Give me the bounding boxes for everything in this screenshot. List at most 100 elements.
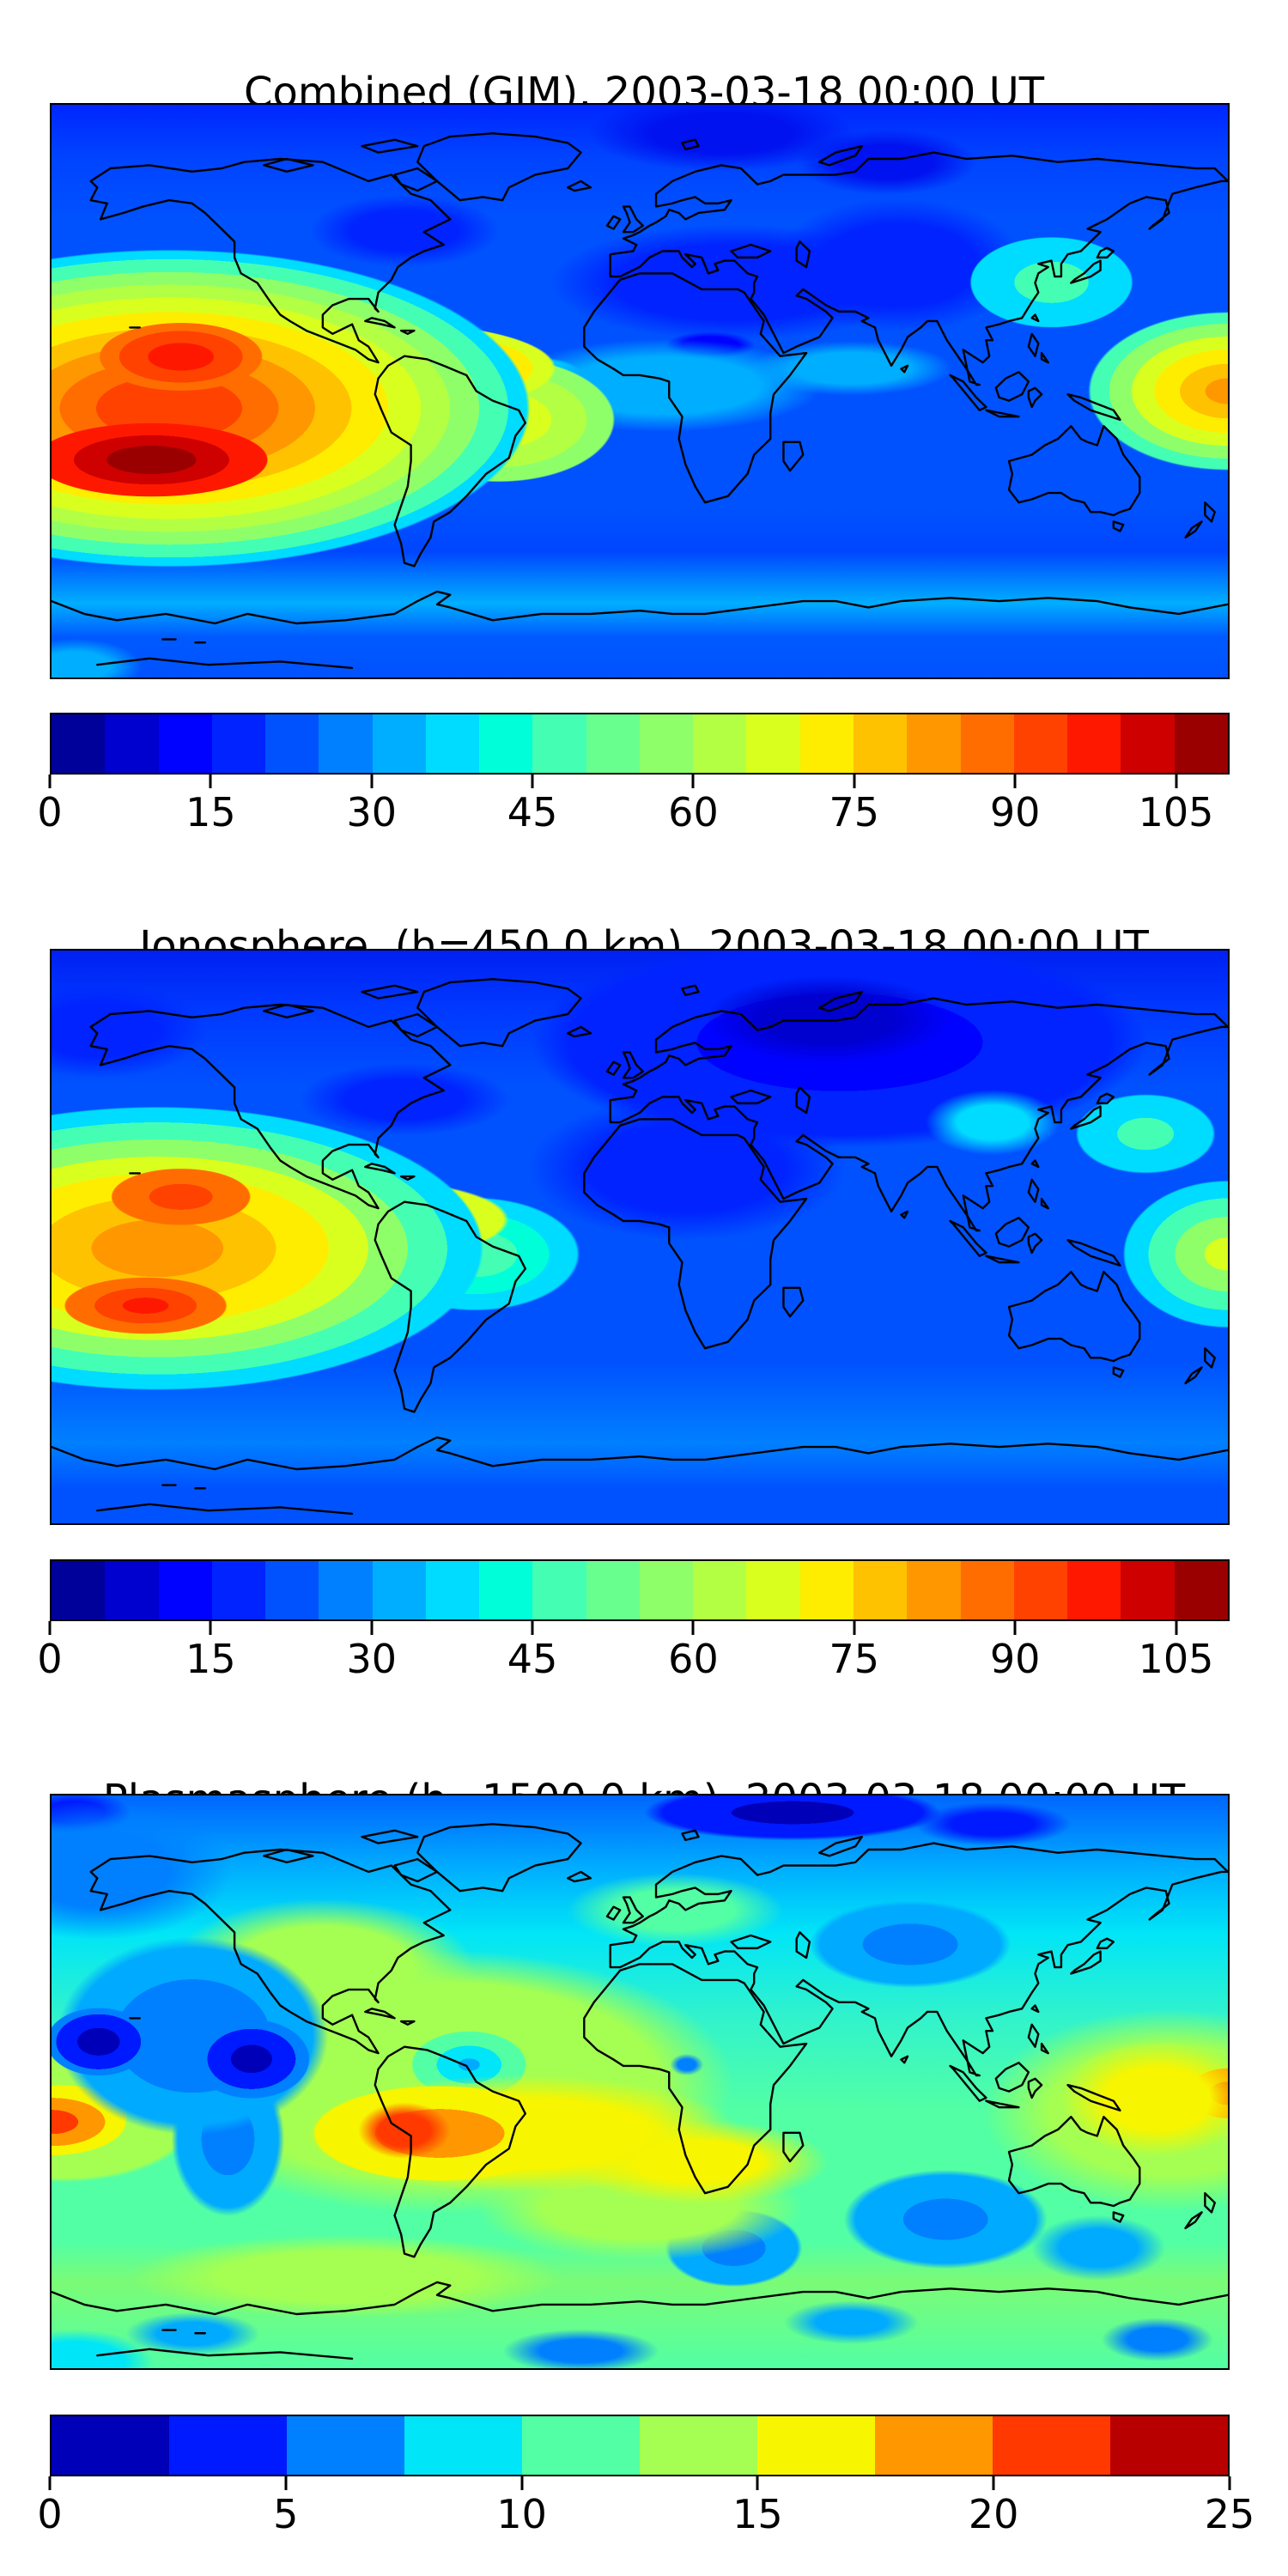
colorbar-segment: [532, 714, 586, 773]
colorbar-tick-label: 105: [1138, 1636, 1214, 1682]
coastlines: [52, 105, 1228, 677]
colorbar-tick-label: 0: [37, 789, 63, 835]
colorbar-tick-mark: [209, 775, 212, 788]
colorbar-segment: [372, 714, 426, 773]
colorbar-plasmasphere: [50, 2415, 1230, 2476]
colorbar-segment: [693, 1561, 747, 1619]
colorbar-segment: [479, 714, 533, 773]
colorbar-segment: [52, 1561, 106, 1619]
colorbar-tick-label: 5: [273, 2491, 299, 2537]
colorbar-tick-mark: [691, 775, 695, 788]
colorbar-segment: [1174, 714, 1228, 773]
colorbar-segment: [1174, 1561, 1228, 1619]
colorbar-tick-label: 20: [968, 2491, 1019, 2537]
colorbar-segment: [853, 1561, 908, 1619]
colorbar-segment: [522, 2416, 640, 2475]
colorbar-segment: [586, 1561, 640, 1619]
colorbar-segment: [158, 1561, 212, 1619]
colorbar-ticks-plasmasphere: 0 5 10 15 20 25: [37, 2476, 1255, 2554]
colorbar-segment: [586, 714, 640, 773]
colorbar-tick-label: 90: [989, 789, 1041, 835]
colorbar-tick-mark: [1228, 2476, 1231, 2490]
colorbar-segment: [52, 714, 106, 773]
colorbar-tick-mark: [1013, 775, 1017, 788]
colorbar-tick-mark: [284, 2476, 288, 2490]
colorbar-segment: [1067, 714, 1121, 773]
colorbar-segment: [372, 1561, 426, 1619]
colorbar-segment: [425, 1561, 480, 1619]
colorbar-segment: [993, 2416, 1110, 2475]
colorbar-segment: [211, 1561, 266, 1619]
colorbar-tick-mark: [48, 1621, 52, 1635]
colorbar-segment: [479, 1561, 533, 1619]
colorbar-segment: [746, 714, 800, 773]
colorbar-segment: [52, 2416, 169, 2475]
colorbar-tick-mark: [531, 1621, 534, 1635]
map-plasmasphere: [50, 1794, 1230, 2370]
map-combined-gim: [50, 103, 1230, 679]
colorbar-segment: [319, 714, 373, 773]
colorbar-segment: [907, 1561, 961, 1619]
colorbar-tick-label: 15: [185, 789, 236, 835]
colorbar-segment: [693, 714, 747, 773]
colorbar-segment: [425, 714, 480, 773]
colorbar-segment: [960, 714, 1014, 773]
colorbar-tick-label: 60: [668, 1636, 719, 1682]
colorbar-segment: [640, 2416, 757, 2475]
colorbar-segment: [105, 1561, 159, 1619]
colorbar-tick-label: 15: [185, 1636, 236, 1682]
colorbar-tick-label: 10: [496, 2491, 547, 2537]
colorbar-segment: [319, 1561, 373, 1619]
colorbar-segment: [639, 1561, 694, 1619]
colorbar-ticks-combined: 0 15 30 45 60 75 90 105: [37, 775, 1230, 852]
colorbar-tick-mark: [48, 2476, 52, 2490]
colorbar-tick-mark: [520, 2476, 524, 2490]
colorbar-tick-label: 45: [507, 1636, 558, 1682]
coastlines: [52, 1795, 1228, 2368]
colorbar-combined: [50, 713, 1230, 775]
colorbar-segment: [1121, 714, 1175, 773]
colorbar-segment: [799, 714, 854, 773]
colorbar-tick-label: 30: [346, 789, 397, 835]
colorbar-segment: [746, 1561, 800, 1619]
colorbar-tick-mark: [1175, 1621, 1178, 1635]
colorbar-tick-label: 30: [346, 1636, 397, 1682]
colorbar-segment: [757, 2416, 875, 2475]
colorbar-segment: [1013, 1561, 1068, 1619]
colorbar-segment: [265, 714, 319, 773]
colorbar-segment: [907, 714, 961, 773]
colorbar-tick-mark: [756, 2476, 759, 2490]
colorbar-tick-label: 0: [37, 2491, 63, 2537]
colorbar-segment: [265, 1561, 319, 1619]
map-ionosphere: [50, 949, 1230, 1525]
colorbar-segment: [287, 2416, 404, 2475]
colorbar-segment: [875, 2416, 993, 2475]
colorbar-segment: [169, 2416, 287, 2475]
colorbar-segment: [799, 1561, 854, 1619]
colorbar-tick-mark: [370, 775, 374, 788]
colorbar-segment: [1013, 714, 1068, 773]
colorbar-tick-mark: [853, 775, 856, 788]
colorbar-segment: [960, 1561, 1014, 1619]
colorbar-segment: [532, 1561, 586, 1619]
colorbar-tick-label: 15: [732, 2491, 783, 2537]
colorbar-segment: [211, 714, 266, 773]
colorbar-segment: [639, 714, 694, 773]
colorbar-tick-mark: [531, 775, 534, 788]
colorbar-segment: [105, 714, 159, 773]
colorbar-segment: [1110, 2416, 1228, 2475]
colorbar-tick-label: 105: [1138, 789, 1214, 835]
colorbar-tick-mark: [209, 1621, 212, 1635]
colorbar-tick-mark: [992, 2476, 995, 2490]
colorbar-tick-label: 0: [37, 1636, 63, 1682]
colorbar-tick-label: 90: [989, 1636, 1041, 1682]
colorbar-tick-mark: [853, 1621, 856, 1635]
colorbar-ticks-ionosphere: 0 15 30 45 60 75 90 105: [37, 1621, 1230, 1698]
colorbar-tick-mark: [370, 1621, 374, 1635]
colorbar-segment: [1121, 1561, 1175, 1619]
colorbar-tick-mark: [1175, 775, 1178, 788]
coastlines: [52, 951, 1228, 1523]
colorbar-tick-label: 60: [668, 789, 719, 835]
colorbar-tick-label: 75: [829, 1636, 880, 1682]
colorbar-segment: [158, 714, 212, 773]
